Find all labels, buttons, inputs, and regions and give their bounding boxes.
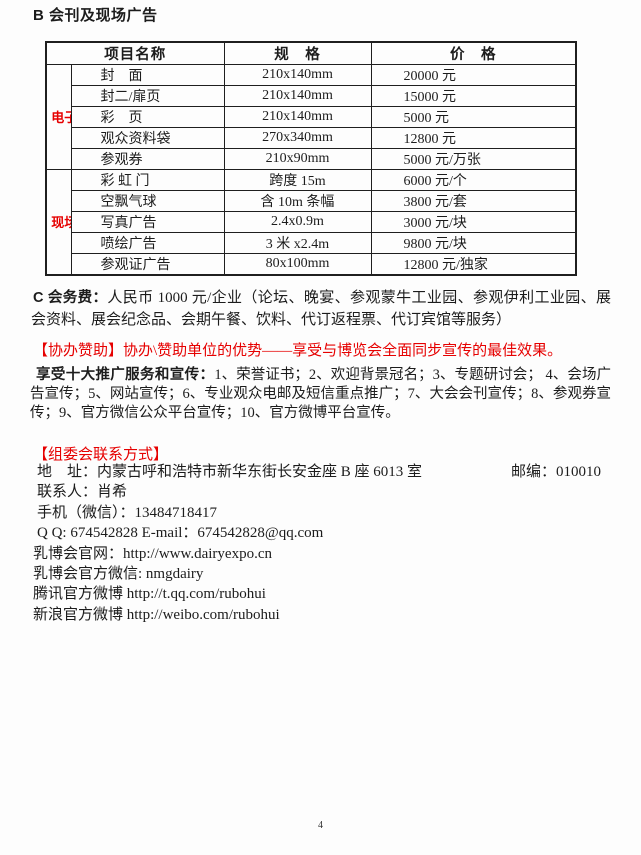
- item-price: 6000 元/个: [370, 169, 577, 191]
- sponsor-benefit-note: 【协办赞助】协办\赞助单位的优势——享受与博览会全面同步宣传的最佳效果。: [33, 343, 563, 359]
- column-header-price: 价 格: [370, 41, 577, 65]
- item-spec: 210x140mm: [223, 64, 372, 86]
- item-name: 封二/扉页: [70, 85, 225, 107]
- address-line: 地 址：内蒙古呼和浩特市新华东街长安金座 B 座 6013 室 邮编：010010: [33, 462, 627, 482]
- group-label-ejournal-ads: 电子会刊及广告: [51, 109, 70, 125]
- group-cell-ejournal-ads: 电子会刊及广告: [45, 64, 72, 170]
- item-price: 20000 元: [370, 64, 577, 86]
- item-name: 封 面: [70, 64, 225, 86]
- item-name: 参观券: [70, 148, 225, 170]
- contact-block: 地 址：内蒙古呼和浩特市新华东街长安金座 B 座 6013 室 邮编：010010…: [33, 462, 627, 625]
- item-name: 彩 页: [70, 106, 225, 128]
- table-row: 空飘气球 含 10m 条幅 3800 元/套: [46, 190, 577, 212]
- promotion-services-body: 1、荣誉证书；2、欢迎背景冠名；3、专题研讨会； 4、会场广告宣传；5、网站宣传…: [30, 367, 612, 421]
- item-spec: 210x140mm: [223, 106, 372, 128]
- tencent-weibo-line: 腾讯官方微博 http://t.qq.com/rubohui: [33, 586, 266, 603]
- item-name: 写真广告: [70, 211, 225, 233]
- phone-wechat-line: 手机（微信）：13484718417: [37, 504, 218, 521]
- sina-weibo-line: 新浪官方微博 http://weibo.com/rubohui: [33, 606, 280, 623]
- item-price: 12800 元: [370, 127, 577, 149]
- item-spec: 210x90mm: [223, 148, 372, 170]
- page-title: B 会刊及现场广告: [33, 7, 158, 24]
- item-price: 5000 元: [370, 106, 577, 128]
- conference-fee-body: 人民币 1000 元/企业（论坛、晚宴、参观蒙牛工业园、参观伊利工业园、展会资料…: [31, 290, 612, 328]
- table-row: 电子会刊及广告 封 面 210x140mm 20000 元: [45, 64, 577, 170]
- item-price: 3000 元/块: [370, 211, 577, 233]
- qq-email-line: Q Q: 674542828 E-mail：674542828@qq.com: [37, 525, 324, 542]
- table-header-row: 项目名称 规 格 价 格: [45, 41, 577, 65]
- item-name: 观众资料袋: [70, 127, 225, 149]
- table-row: 彩 页 210x140mm 5000 元: [46, 106, 577, 128]
- promotion-services-paragraph: 享受十大推广服务和宣传：1、荣誉证书；2、欢迎背景冠名；3、专题研讨会； 4、会…: [30, 366, 611, 423]
- item-spec: 含 10m 条幅: [223, 190, 372, 212]
- address-text: 地 址：内蒙古呼和浩特市新华东街长安金座 B 座 6013 室: [37, 464, 423, 480]
- conference-fee-lead: C 会务费：: [33, 290, 108, 306]
- item-price: 3800 元/套: [370, 190, 577, 212]
- item-spec: 270x340mm: [223, 127, 372, 149]
- group-cell-onsite-ads: 现场广告: [45, 169, 72, 276]
- item-name: 彩 虹 门: [70, 169, 225, 191]
- committee-contact-heading: 【组委会联系方式】: [33, 447, 169, 463]
- table-row: 参观券 210x90mm 5000 元/万张: [46, 148, 577, 170]
- item-spec: 3 米 x2.4m: [223, 232, 372, 254]
- group-label-onsite-ads: 现场广告: [51, 214, 70, 230]
- table-row: 封二/扉页 210x140mm 15000 元: [46, 85, 577, 107]
- promotion-services-lead: 享受十大推广服务和宣传：: [36, 367, 215, 383]
- table-row: 写真广告 2.4x0.9m 3000 元/块: [46, 211, 577, 233]
- table-row: 观众资料袋 270x340mm 12800 元: [46, 127, 577, 149]
- item-name: 参观证广告: [70, 253, 225, 276]
- contact-person-line: 联系人：肖希: [37, 484, 128, 501]
- conference-fee-paragraph: C 会务费：人民币 1000 元/企业（论坛、晚宴、参观蒙牛工业园、参观伊利工业…: [31, 287, 611, 331]
- item-name: 空飘气球: [70, 190, 225, 212]
- ad-price-table: 项目名称 规 格 价 格 电子会刊及广告 封 面 210x140mm 20000…: [45, 41, 577, 276]
- item-price: 15000 元: [370, 85, 577, 107]
- table-row: 喷绘广告 3 米 x2.4m 9800 元/块: [46, 232, 577, 254]
- official-wechat-line: 乳博会官方微信: nmgdairy: [33, 566, 204, 583]
- item-spec: 210x140mm: [223, 85, 372, 107]
- item-price: 5000 元/万张: [370, 148, 577, 170]
- column-header-item-name: 项目名称: [45, 41, 225, 65]
- item-price: 12800 元/独家: [370, 253, 577, 276]
- page-number: 4: [318, 820, 323, 831]
- item-name: 喷绘广告: [70, 232, 225, 254]
- item-spec: 2.4x0.9m: [223, 211, 372, 233]
- official-website-line: 乳博会官网：http://www.dairyexpo.cn: [33, 545, 272, 562]
- table-row: 现场广告 彩 虹 门 跨度 15m 6000 元/个: [45, 169, 577, 276]
- column-header-spec: 规 格: [223, 41, 372, 65]
- table-row: 参观证广告 80x100mm 12800 元/独家: [46, 253, 577, 276]
- postal-code: 邮编：010010: [511, 464, 602, 480]
- item-price: 9800 元/块: [370, 232, 577, 254]
- item-spec: 跨度 15m: [223, 169, 372, 191]
- item-spec: 80x100mm: [223, 253, 372, 276]
